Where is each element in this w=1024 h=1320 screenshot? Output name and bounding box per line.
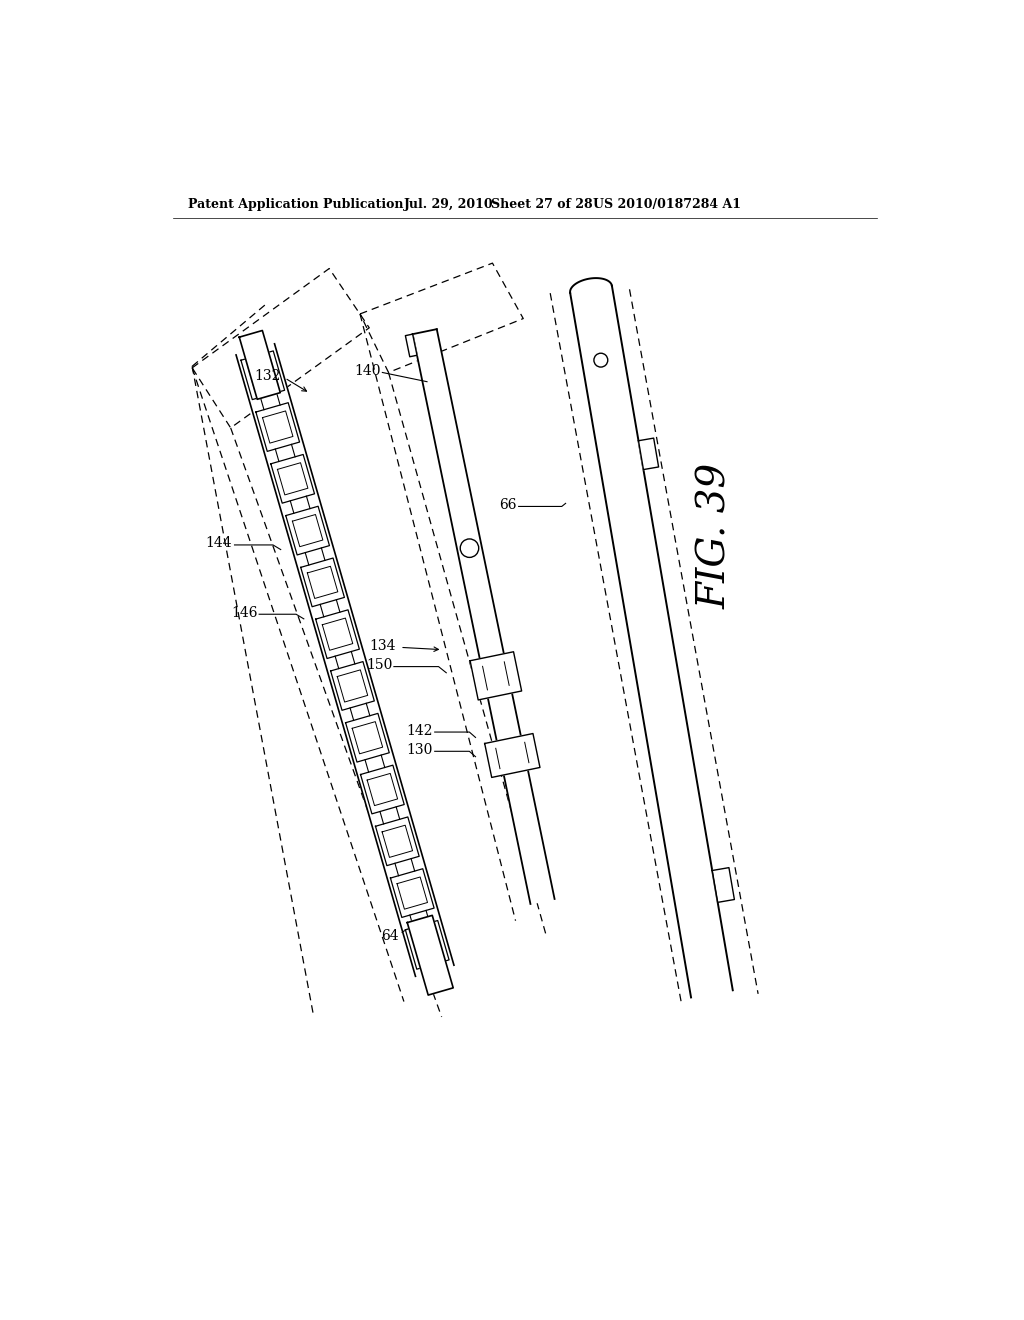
Text: 64: 64 <box>381 929 398 942</box>
Text: Patent Application Publication: Patent Application Publication <box>188 198 403 211</box>
Polygon shape <box>270 454 314 503</box>
Text: Jul. 29, 2010: Jul. 29, 2010 <box>403 198 494 211</box>
Polygon shape <box>376 817 419 866</box>
Text: 146: 146 <box>231 606 258 619</box>
Polygon shape <box>406 920 450 969</box>
Polygon shape <box>331 661 375 710</box>
Polygon shape <box>237 343 454 977</box>
Text: 140: 140 <box>354 364 381 378</box>
Polygon shape <box>570 285 733 998</box>
Polygon shape <box>345 713 389 762</box>
Circle shape <box>594 354 608 367</box>
Text: 134: 134 <box>370 639 396 653</box>
Circle shape <box>460 539 478 557</box>
Text: US 2010/0187284 A1: US 2010/0187284 A1 <box>593 198 740 211</box>
Polygon shape <box>360 766 404 814</box>
Polygon shape <box>484 734 540 777</box>
Polygon shape <box>241 351 285 400</box>
Text: 132: 132 <box>254 370 281 383</box>
Polygon shape <box>639 438 658 470</box>
Text: Sheet 27 of 28: Sheet 27 of 28 <box>490 198 593 211</box>
Polygon shape <box>240 330 281 399</box>
Polygon shape <box>286 507 330 554</box>
Text: 66: 66 <box>500 498 517 512</box>
Polygon shape <box>301 558 344 607</box>
Text: 144: 144 <box>206 536 232 550</box>
Text: FIG. 39: FIG. 39 <box>697 462 734 609</box>
Text: 142: 142 <box>407 723 433 738</box>
Text: 150: 150 <box>366 659 392 672</box>
Polygon shape <box>406 334 417 356</box>
Polygon shape <box>390 869 434 917</box>
Polygon shape <box>713 867 734 903</box>
Polygon shape <box>408 915 454 995</box>
Polygon shape <box>470 652 521 700</box>
Polygon shape <box>315 610 359 659</box>
Polygon shape <box>256 403 300 451</box>
Polygon shape <box>413 329 555 904</box>
Text: 130: 130 <box>407 743 433 756</box>
